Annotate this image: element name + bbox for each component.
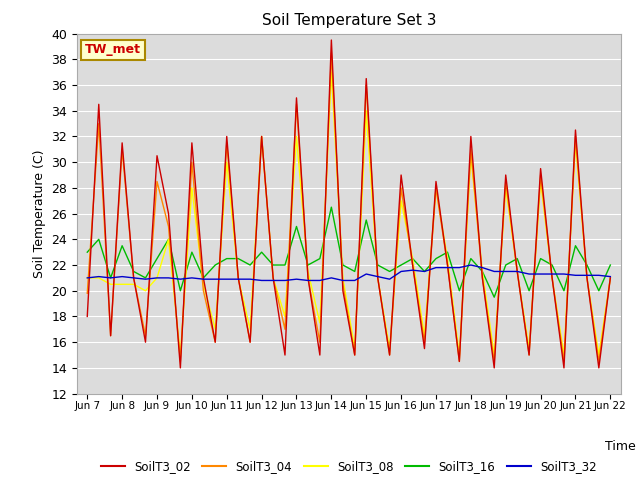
Legend: SoilT3_02, SoilT3_04, SoilT3_08, SoilT3_16, SoilT3_32: SoilT3_02, SoilT3_04, SoilT3_08, SoilT3_… — [96, 455, 602, 478]
Text: TW_met: TW_met — [85, 43, 141, 56]
X-axis label: Time: Time — [605, 441, 636, 454]
Y-axis label: Soil Temperature (C): Soil Temperature (C) — [33, 149, 45, 278]
Title: Soil Temperature Set 3: Soil Temperature Set 3 — [262, 13, 436, 28]
